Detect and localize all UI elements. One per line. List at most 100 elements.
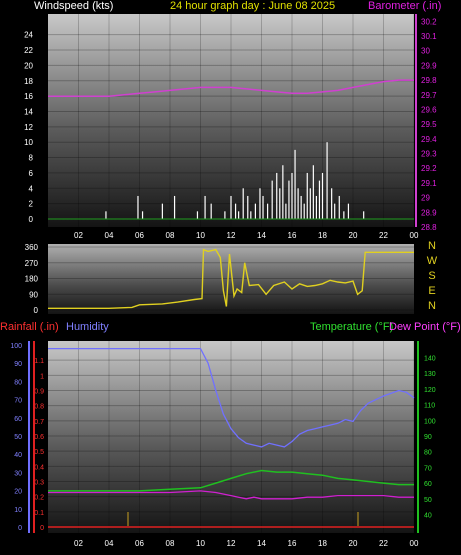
- humidity-tick-label: 20: [14, 489, 22, 496]
- humidity-tick-label: 60: [14, 416, 22, 423]
- wind-tick-label: 2: [29, 200, 34, 209]
- chart-title: 24 hour graph day : June 08 2025: [170, 0, 336, 12]
- wind-panel-bg: [48, 14, 414, 227]
- x-tick-label: 22: [379, 231, 388, 240]
- direction-tick-label: 0: [34, 306, 39, 315]
- barometer-tick-label: 30.1: [421, 32, 437, 41]
- temperature-tick-label: 80: [424, 450, 432, 457]
- rain-tick-label: 0.3: [34, 480, 44, 487]
- wind-tick-label: 14: [24, 107, 33, 116]
- humidity-tick-label: 80: [14, 379, 22, 386]
- barometer-tick-label: 28.8: [421, 223, 437, 232]
- direction-tick-label: 180: [25, 275, 39, 284]
- rain-tick-label: 0.5: [34, 449, 44, 456]
- temperature-tick-label: 100: [424, 418, 436, 425]
- barometer-tick-label: 29.3: [421, 150, 437, 159]
- wind-tick-label: 24: [24, 31, 33, 40]
- barometer-label: Barometer (.in): [368, 0, 442, 12]
- x-tick-label: 02: [74, 231, 83, 240]
- x-tick-label: 12: [227, 231, 236, 240]
- x-tick-label: 08: [166, 539, 175, 548]
- humidity-tick-label: 70: [14, 398, 22, 405]
- wind-grid: [48, 14, 415, 227]
- rain-tick-label: 0.9: [34, 389, 44, 396]
- direction-tick-label: 270: [25, 259, 39, 268]
- barometer-tick-label: 29.6: [421, 105, 437, 114]
- barometer-tick-label: 29.8: [421, 76, 437, 85]
- rain-tick-label: 0.1: [34, 510, 44, 517]
- humidity-tick-label: 30: [14, 470, 22, 477]
- rain-tick-label: 0.6: [34, 434, 44, 441]
- dewpoint-label: Dew Point (°F): [389, 321, 461, 333]
- temperature-line: [48, 469, 414, 492]
- x-tick-label: 10: [196, 539, 205, 548]
- rain-tick-label: 0.2: [34, 495, 44, 502]
- temperature-tick-label: 110: [424, 403, 435, 410]
- direction-tick-label: 360: [25, 243, 39, 252]
- wind-tick-label: 12: [24, 123, 33, 132]
- wind-direction-line: [48, 248, 414, 309]
- x-tick-label: 16: [288, 231, 297, 240]
- barometer-tick-label: 29.1: [421, 179, 437, 188]
- barometer-tick-label: 30.2: [421, 17, 437, 26]
- temperature-tick-label: 90: [424, 434, 432, 441]
- temperature-tick-label: 40: [424, 512, 432, 519]
- compass-label: N: [428, 300, 436, 312]
- x-tick-label: 04: [105, 231, 114, 240]
- humidity-tick-label: 100: [10, 343, 22, 350]
- x-tick-label: 10: [196, 231, 205, 240]
- humidity-tick-label: 0: [18, 525, 22, 532]
- barometer-tick-label: 30: [421, 47, 430, 56]
- temperature-tick-label: 60: [424, 481, 432, 488]
- temperature-tick-label: 130: [424, 371, 436, 378]
- windspeed-bars: [105, 142, 365, 219]
- humidity-tick-label: 50: [14, 434, 22, 441]
- x-tick-label: 02: [74, 539, 83, 548]
- temperature-tick-label: 120: [424, 387, 436, 394]
- compass-label: E: [428, 285, 435, 297]
- x-tick-label: 12: [227, 539, 236, 548]
- direction-tick-label: 90: [29, 290, 38, 299]
- temperature-tick-label: 50: [424, 497, 432, 504]
- wind-tick-label: 0: [29, 215, 34, 224]
- rain-tick-label: 1.1: [34, 358, 44, 365]
- temperature-tick-label: 140: [424, 356, 436, 363]
- barometer-tick-label: 29.4: [421, 135, 437, 144]
- wind-tick-label: 10: [24, 138, 33, 147]
- barometer-tick-label: 29.2: [421, 164, 437, 173]
- x-tick-label: 20: [349, 231, 358, 240]
- barometer-line: [48, 79, 414, 98]
- temperature-label: Temperature (°F): [310, 321, 394, 333]
- x-tick-label: 18: [318, 539, 327, 548]
- wind-tick-label: 16: [24, 92, 33, 101]
- rain-tick-label: 1: [40, 373, 44, 380]
- wind-tick-label: 4: [29, 184, 34, 193]
- x-tick-label: 20: [349, 539, 358, 548]
- x-tick-label: 16: [288, 539, 297, 548]
- rain-tick-label: 0.8: [34, 404, 44, 411]
- humidity-line: [48, 347, 415, 448]
- x-tick-label: 14: [257, 539, 266, 548]
- wind-tick-label: 6: [29, 169, 34, 178]
- barometer-tick-label: 29.9: [421, 61, 437, 70]
- rain-tick-label: 0.4: [34, 464, 44, 471]
- humidity-tick-label: 10: [14, 507, 22, 514]
- wind-tick-label: 8: [29, 154, 34, 163]
- barometer-tick-label: 29.7: [421, 91, 437, 100]
- x-tick-label: 22: [379, 539, 388, 548]
- barometer-tick-label: 29: [421, 194, 430, 203]
- x-tick-label: 06: [135, 231, 144, 240]
- x-tick-label: 00: [410, 231, 419, 240]
- wind-tick-label: 22: [24, 46, 33, 55]
- x-tick-label: 08: [166, 231, 175, 240]
- x-tick-label: 00: [410, 539, 419, 548]
- humidity-tick-label: 40: [14, 452, 22, 459]
- humidity-label: Humidity: [66, 321, 109, 333]
- x-tick-label: 06: [135, 539, 144, 548]
- compass-label: S: [428, 270, 435, 282]
- dewpoint-line: [48, 490, 414, 500]
- direction-panel-bg: [48, 244, 414, 314]
- barometer-tick-label: 28.9: [421, 208, 437, 217]
- temperature-tick-label: 70: [424, 465, 432, 472]
